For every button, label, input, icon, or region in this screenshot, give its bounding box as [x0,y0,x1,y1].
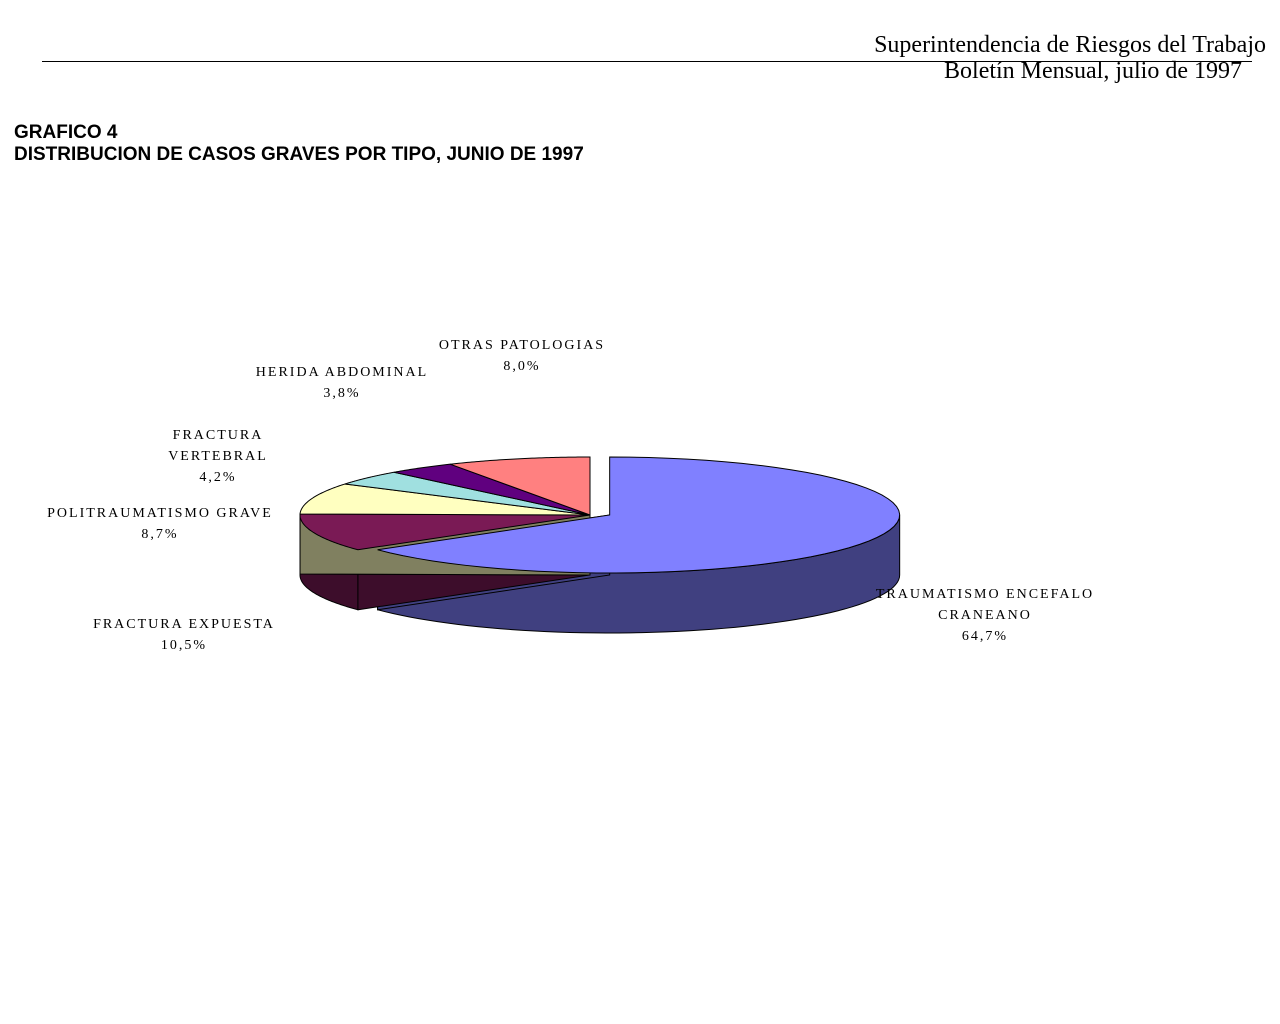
category-name: FRACTURA VERTEBRAL [168,428,268,464]
value-label: 3,8% [323,386,361,401]
chart-subtitle: DISTRIBUCION DE CASOS GRAVES POR TIPO, J… [14,144,584,165]
header-line: Superintendencia de Riesgos del Trabajo [874,32,1266,58]
slice [299,483,591,516]
value-label: 8,0% [503,359,541,374]
slice [449,456,591,516]
slice [344,471,591,516]
slice-label: FRACTURA EXPUESTA 10,5% [64,614,304,656]
header-rule [42,61,1252,62]
slice [393,463,591,516]
category-name: HERIDA ABDOMINAL [255,365,429,380]
header-line: Boletín Mensual, julio de 1997 [944,58,1242,84]
chart-title: GRAFICO 4 [14,122,118,143]
category-name: OTRAS PATOLOGIAS [438,338,606,353]
value-label: 64,7% [961,629,1009,644]
category-name: TRAUMATISMO ENCEFALO CRANEANO [875,587,1095,623]
slice-label: HERIDA ABDOMINAL 3,8% [222,362,462,404]
value-label: 8,7% [141,527,179,542]
value-label: 4,2% [199,470,237,485]
slice-label: OTRAS PATOLOGIAS 8,0% [402,335,642,377]
slice-label: FRACTURA VERTEBRAL 4,2% [148,425,288,488]
slice-label: POLITRAUMATISMO GRAVE 8,7% [40,503,280,545]
value-label: 10,5% [160,638,208,653]
category-name: POLITRAUMATISMO GRAVE [47,506,273,521]
slice [299,513,591,551]
slice-label: TRAUMATISMO ENCEFALO CRANEANO 64,7% [870,584,1100,647]
slice [377,456,901,574]
category-name: FRACTURA EXPUESTA [93,617,275,632]
